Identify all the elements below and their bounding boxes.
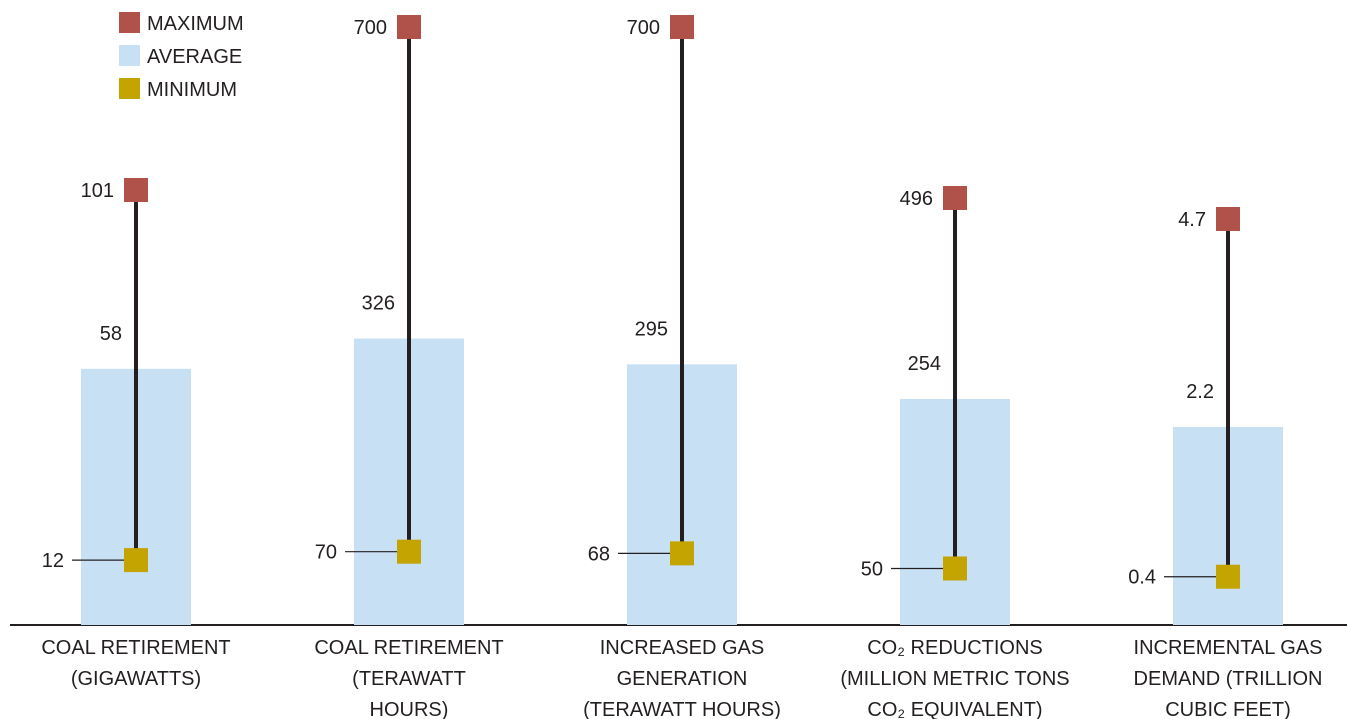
legend-label-avg: AVERAGE xyxy=(147,46,242,68)
min-value-label: 70 xyxy=(315,542,337,564)
category-group-1: 101 58 12 COAL RETIREMENT (GIGAWATTS) xyxy=(41,178,231,690)
legend-swatch-min xyxy=(119,78,140,99)
max-value-label: 700 xyxy=(354,17,387,39)
min-value-label: 12 xyxy=(42,550,64,572)
category-label-line: DEMAND (TRILLION xyxy=(1134,668,1323,690)
legend-swatch-avg xyxy=(119,45,140,66)
average-value-label: 295 xyxy=(635,318,668,340)
min-marker xyxy=(124,548,148,573)
category-group-3: 700 295 68 INCREASED GAS GENERATION (TERAWATT… xyxy=(583,15,781,719)
legend-label-min: MINIMUM xyxy=(147,79,237,101)
min-marker xyxy=(397,539,421,564)
category-group-4: 496 254 50 CO₂ REDUCTIONS (MILLION METRIC TO… xyxy=(840,186,1070,719)
max-value-label: 700 xyxy=(627,17,660,39)
category-label-line: (TERAWATT HOURS) xyxy=(583,699,781,719)
category-label-line: (TERAWATT xyxy=(352,668,466,690)
max-value-label: 4.7 xyxy=(1178,209,1206,231)
category-label-line: CO₂ REDUCTIONS xyxy=(867,637,1043,659)
category-label-line: HOURS) xyxy=(370,699,449,719)
max-value-label: 496 xyxy=(900,188,933,210)
min-marker xyxy=(943,556,967,581)
legend-label-max: MAXIMUM xyxy=(147,13,244,35)
max-value-label: 101 xyxy=(81,180,114,202)
average-value-label: 326 xyxy=(362,292,395,314)
category-label-line: CO₂ EQUIVALENT) xyxy=(867,699,1042,719)
category-label-line: GENERATION xyxy=(617,668,748,690)
average-value-label: 254 xyxy=(908,353,941,375)
category-label-line: (MILLION METRIC TONS xyxy=(840,668,1069,690)
category-label-line: INCREMENTAL GAS xyxy=(1134,637,1323,659)
average-value-label: 2.2 xyxy=(1186,381,1214,403)
max-marker xyxy=(1216,207,1240,231)
min-value-label: 50 xyxy=(861,558,883,580)
category-label-line: CUBIC FEET) xyxy=(1165,699,1291,719)
min-value-label: 68 xyxy=(588,543,610,565)
min-marker xyxy=(670,541,694,566)
category-label-line: COAL RETIREMENT xyxy=(314,637,503,659)
legend-swatch-max xyxy=(119,12,140,33)
max-marker xyxy=(397,15,421,39)
min-value-label: 0.4 xyxy=(1128,567,1156,589)
max-marker xyxy=(943,186,967,210)
category-label-line: (GIGAWATTS) xyxy=(71,668,201,690)
max-marker xyxy=(670,15,694,39)
chart-legend: MAXIMUM AVERAGE MINIMUM xyxy=(119,12,244,101)
average-value-label: 58 xyxy=(100,323,122,345)
category-label-line: INCREASED GAS xyxy=(600,637,764,659)
min-marker xyxy=(1216,564,1240,589)
category-label-line: COAL RETIREMENT xyxy=(41,637,230,659)
category-group-2: 700 326 70 COAL RETIREMENT (TERAWATT HOURS) xyxy=(314,15,504,719)
category-group-5: 4.7 2.2 0.4 INCREMENTAL GAS DEMAND (TRILLION… xyxy=(1128,207,1322,719)
max-marker xyxy=(124,178,148,202)
